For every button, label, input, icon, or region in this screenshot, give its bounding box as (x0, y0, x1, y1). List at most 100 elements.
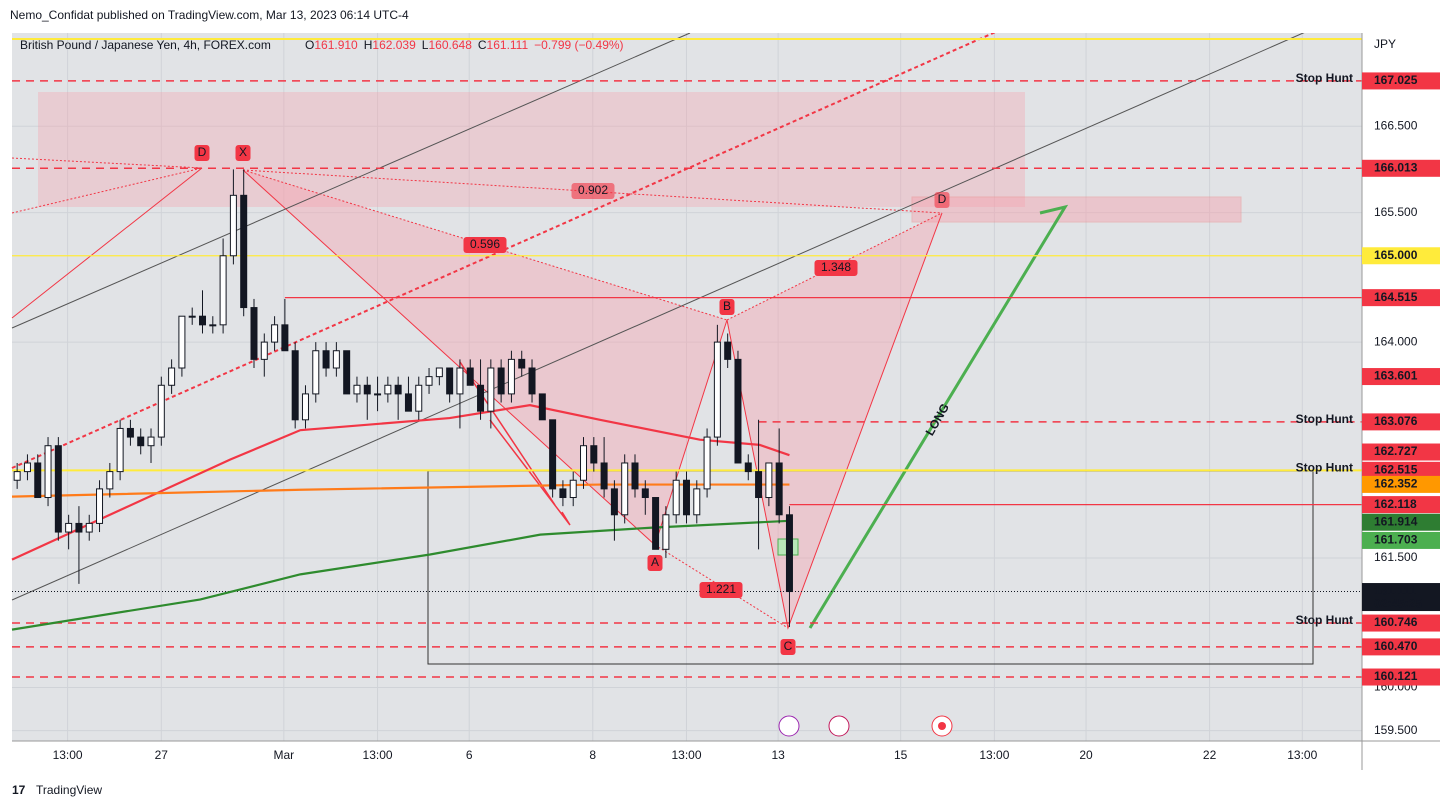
countdown: 02:45:25 (1374, 597, 1422, 611)
candle-body (250, 307, 258, 360)
candle-body (713, 341, 721, 438)
y-tick-label: 164.000 (1374, 334, 1418, 348)
x-tick-label: 20 (1079, 748, 1093, 762)
time-axis (12, 741, 1362, 770)
brand[interactable]: TradingView (36, 783, 102, 797)
candle-body (559, 488, 567, 499)
annotation: 1.348 (821, 260, 851, 274)
candle-body (744, 462, 752, 473)
price-tag-label: 163.601 (1374, 369, 1418, 383)
candle-body (497, 367, 505, 395)
annotation: D (938, 192, 947, 206)
candle-body (528, 367, 536, 395)
price-tag-label: 162.727 (1374, 444, 1418, 458)
x-tick-label: 22 (1203, 748, 1217, 762)
annotation-box (463, 237, 507, 253)
price-tag-label: 162.352 (1374, 477, 1418, 491)
annotation-box (780, 639, 796, 655)
candle-body (734, 358, 742, 464)
candle-body (126, 427, 134, 438)
x-tick-label: 13:00 (979, 748, 1009, 762)
price-tag-label: 160.121 (1374, 669, 1418, 683)
ohlc: O161.910 H162.039 L160.648 C161.111 −0.799 (… (305, 38, 624, 52)
candle-body (600, 462, 608, 490)
price-tag (1362, 531, 1440, 549)
candle-body (65, 522, 73, 533)
candle-body (116, 427, 124, 473)
event-icon[interactable] (778, 715, 800, 737)
candle-body (610, 488, 618, 516)
zone (38, 92, 1025, 207)
candle-body (641, 488, 649, 499)
annotation: 0.902 (578, 183, 608, 197)
candle-body (590, 445, 598, 464)
candle-body (435, 367, 443, 378)
candle-body (549, 419, 557, 490)
arrow (459, 361, 556, 506)
event-icon[interactable] (828, 715, 850, 737)
price-tag-label: 165.000 (1374, 248, 1418, 262)
annotation-box (934, 192, 950, 208)
candle-body (353, 384, 361, 395)
candle-body (672, 479, 680, 516)
x-tick-label: Mar (274, 748, 295, 762)
candle-body (332, 350, 340, 369)
annotation-box (647, 555, 663, 571)
y-tick-label: 165.500 (1374, 205, 1418, 219)
pattern-line (11, 167, 203, 214)
candle-body (54, 445, 62, 533)
candle-body (446, 367, 454, 395)
y-tick-label: 161.500 (1374, 550, 1418, 564)
annotation-box (235, 145, 251, 161)
ohlc-value: 162.039 (372, 38, 416, 52)
candle-body (312, 350, 320, 395)
candle-body (404, 393, 412, 412)
price-tag-label: 162.118 (1374, 497, 1417, 511)
candle-body (229, 194, 237, 257)
candle-body (240, 194, 248, 309)
brand-logo: 17 (12, 783, 26, 797)
annotation-box (814, 260, 858, 276)
x-tick-label: 15 (894, 748, 908, 762)
candle-body (260, 341, 268, 360)
candle-body (682, 479, 690, 516)
price-tag (1362, 443, 1440, 461)
x-tick-label: 13:00 (363, 748, 393, 762)
candle-body (662, 514, 670, 550)
candle-body (724, 341, 732, 360)
price-tag (1362, 289, 1440, 307)
price-tag (1362, 247, 1440, 265)
y-tick-label: 166.500 (1374, 118, 1418, 132)
ohlc-key: O (305, 38, 314, 52)
candle-body (219, 255, 227, 326)
annotation: 0.596 (470, 237, 500, 251)
candle-body (75, 522, 83, 533)
candle-body (580, 445, 588, 481)
candle-body (652, 497, 660, 550)
symbol: British Pound / Japanese Yen, 4h, FOREX.… (20, 38, 271, 52)
x-tick-label: 13:00 (53, 748, 83, 762)
price-tag (1362, 72, 1440, 90)
candle-body (209, 324, 217, 327)
x-tick-label: 8 (589, 748, 596, 762)
price-axis (1362, 33, 1440, 741)
price-tag-label: 160.470 (1374, 639, 1418, 653)
series-layer: Stop Hunt Stop Hunt Stop Hunt Stop Hunt D X 0.… (11, 71, 1362, 678)
candle-body (518, 358, 526, 369)
price-tag (1362, 475, 1440, 493)
candle-body (271, 324, 279, 343)
price-tag-label: 160.746 (1374, 615, 1418, 629)
event-icon (938, 722, 946, 730)
candle-body (466, 367, 474, 386)
candle-body (363, 384, 371, 395)
zone (911, 196, 1242, 223)
candle-body (291, 350, 299, 421)
long-arrow (808, 204, 1069, 629)
price-tag (1362, 638, 1440, 656)
ohlc-value: 161.111 (487, 38, 529, 52)
level-note: Stop Hunt (1296, 412, 1353, 426)
price-tag (1362, 513, 1440, 531)
candle-body (106, 471, 114, 490)
candle-body (621, 462, 629, 516)
